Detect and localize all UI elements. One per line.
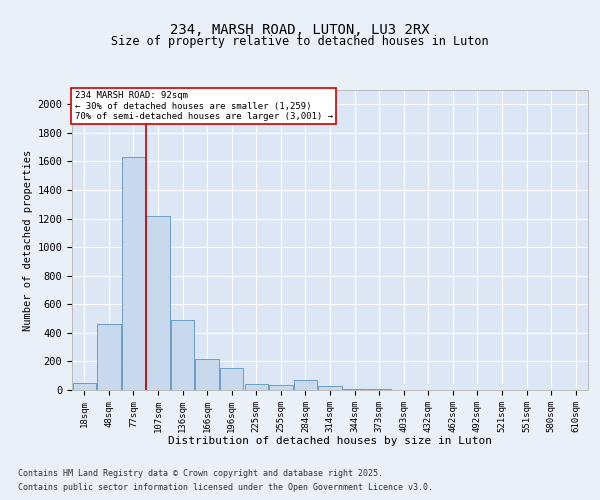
- Bar: [294, 380, 317, 390]
- Y-axis label: Number of detached properties: Number of detached properties: [23, 150, 33, 330]
- Text: 234, MARSH ROAD, LUTON, LU3 2RX: 234, MARSH ROAD, LUTON, LU3 2RX: [170, 22, 430, 36]
- Bar: [220, 368, 244, 390]
- Bar: [343, 388, 366, 390]
- Bar: [196, 358, 219, 390]
- Text: Size of property relative to detached houses in Luton: Size of property relative to detached ho…: [111, 35, 489, 48]
- X-axis label: Distribution of detached houses by size in Luton: Distribution of detached houses by size …: [168, 436, 492, 446]
- Bar: [73, 383, 96, 390]
- Text: Contains HM Land Registry data © Crown copyright and database right 2025.: Contains HM Land Registry data © Crown c…: [18, 468, 383, 477]
- Bar: [171, 320, 194, 390]
- Text: Contains public sector information licensed under the Open Government Licence v3: Contains public sector information licen…: [18, 484, 433, 492]
- Bar: [245, 384, 268, 390]
- Bar: [319, 386, 341, 390]
- Bar: [146, 216, 170, 390]
- Bar: [269, 385, 293, 390]
- Bar: [97, 324, 121, 390]
- Text: 234 MARSH ROAD: 92sqm
← 30% of detached houses are smaller (1,259)
70% of semi-d: 234 MARSH ROAD: 92sqm ← 30% of detached …: [74, 92, 332, 122]
- Bar: [122, 157, 145, 390]
